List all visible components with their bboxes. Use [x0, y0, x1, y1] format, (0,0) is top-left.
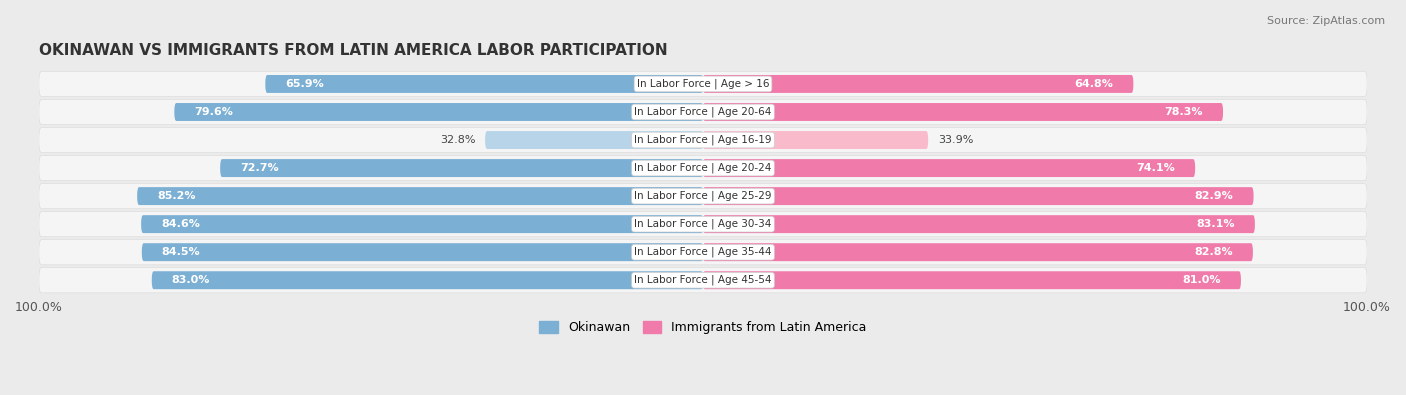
- FancyBboxPatch shape: [266, 75, 703, 93]
- Text: In Labor Force | Age 35-44: In Labor Force | Age 35-44: [634, 247, 772, 258]
- Text: In Labor Force | Age 25-29: In Labor Force | Age 25-29: [634, 191, 772, 201]
- FancyBboxPatch shape: [39, 156, 1367, 181]
- Text: 84.5%: 84.5%: [162, 247, 201, 257]
- Text: In Labor Force | Age 16-19: In Labor Force | Age 16-19: [634, 135, 772, 145]
- Text: 33.9%: 33.9%: [938, 135, 973, 145]
- FancyBboxPatch shape: [703, 271, 1241, 289]
- Text: In Labor Force | Age 30-34: In Labor Force | Age 30-34: [634, 219, 772, 229]
- FancyBboxPatch shape: [141, 215, 703, 233]
- Text: In Labor Force | Age 45-54: In Labor Force | Age 45-54: [634, 275, 772, 286]
- FancyBboxPatch shape: [39, 100, 1367, 124]
- Text: 79.6%: 79.6%: [194, 107, 233, 117]
- Text: 82.8%: 82.8%: [1194, 247, 1233, 257]
- Legend: Okinawan, Immigrants from Latin America: Okinawan, Immigrants from Latin America: [534, 316, 872, 339]
- FancyBboxPatch shape: [174, 103, 703, 121]
- FancyBboxPatch shape: [138, 187, 703, 205]
- Text: 81.0%: 81.0%: [1182, 275, 1220, 285]
- FancyBboxPatch shape: [39, 128, 1367, 152]
- Text: 85.2%: 85.2%: [157, 191, 195, 201]
- FancyBboxPatch shape: [485, 131, 703, 149]
- FancyBboxPatch shape: [39, 71, 1367, 96]
- Text: 83.1%: 83.1%: [1197, 219, 1234, 229]
- Text: OKINAWAN VS IMMIGRANTS FROM LATIN AMERICA LABOR PARTICIPATION: OKINAWAN VS IMMIGRANTS FROM LATIN AMERIC…: [39, 43, 668, 58]
- FancyBboxPatch shape: [703, 187, 1254, 205]
- FancyBboxPatch shape: [703, 159, 1195, 177]
- FancyBboxPatch shape: [39, 212, 1367, 237]
- Text: 84.6%: 84.6%: [162, 219, 200, 229]
- FancyBboxPatch shape: [703, 103, 1223, 121]
- FancyBboxPatch shape: [39, 239, 1367, 265]
- Text: 65.9%: 65.9%: [285, 79, 323, 89]
- FancyBboxPatch shape: [152, 271, 703, 289]
- Text: In Labor Force | Age > 16: In Labor Force | Age > 16: [637, 79, 769, 89]
- Text: 78.3%: 78.3%: [1164, 107, 1204, 117]
- FancyBboxPatch shape: [703, 243, 1253, 261]
- Text: 83.0%: 83.0%: [172, 275, 209, 285]
- FancyBboxPatch shape: [39, 267, 1367, 293]
- FancyBboxPatch shape: [39, 184, 1367, 209]
- FancyBboxPatch shape: [703, 131, 928, 149]
- FancyBboxPatch shape: [703, 215, 1256, 233]
- FancyBboxPatch shape: [142, 243, 703, 261]
- Text: 82.9%: 82.9%: [1195, 191, 1233, 201]
- Text: 32.8%: 32.8%: [440, 135, 475, 145]
- Text: 72.7%: 72.7%: [240, 163, 278, 173]
- Text: 74.1%: 74.1%: [1136, 163, 1175, 173]
- FancyBboxPatch shape: [221, 159, 703, 177]
- FancyBboxPatch shape: [703, 75, 1133, 93]
- Text: 64.8%: 64.8%: [1074, 79, 1114, 89]
- Text: Source: ZipAtlas.com: Source: ZipAtlas.com: [1267, 16, 1385, 26]
- Text: In Labor Force | Age 20-24: In Labor Force | Age 20-24: [634, 163, 772, 173]
- Text: In Labor Force | Age 20-64: In Labor Force | Age 20-64: [634, 107, 772, 117]
